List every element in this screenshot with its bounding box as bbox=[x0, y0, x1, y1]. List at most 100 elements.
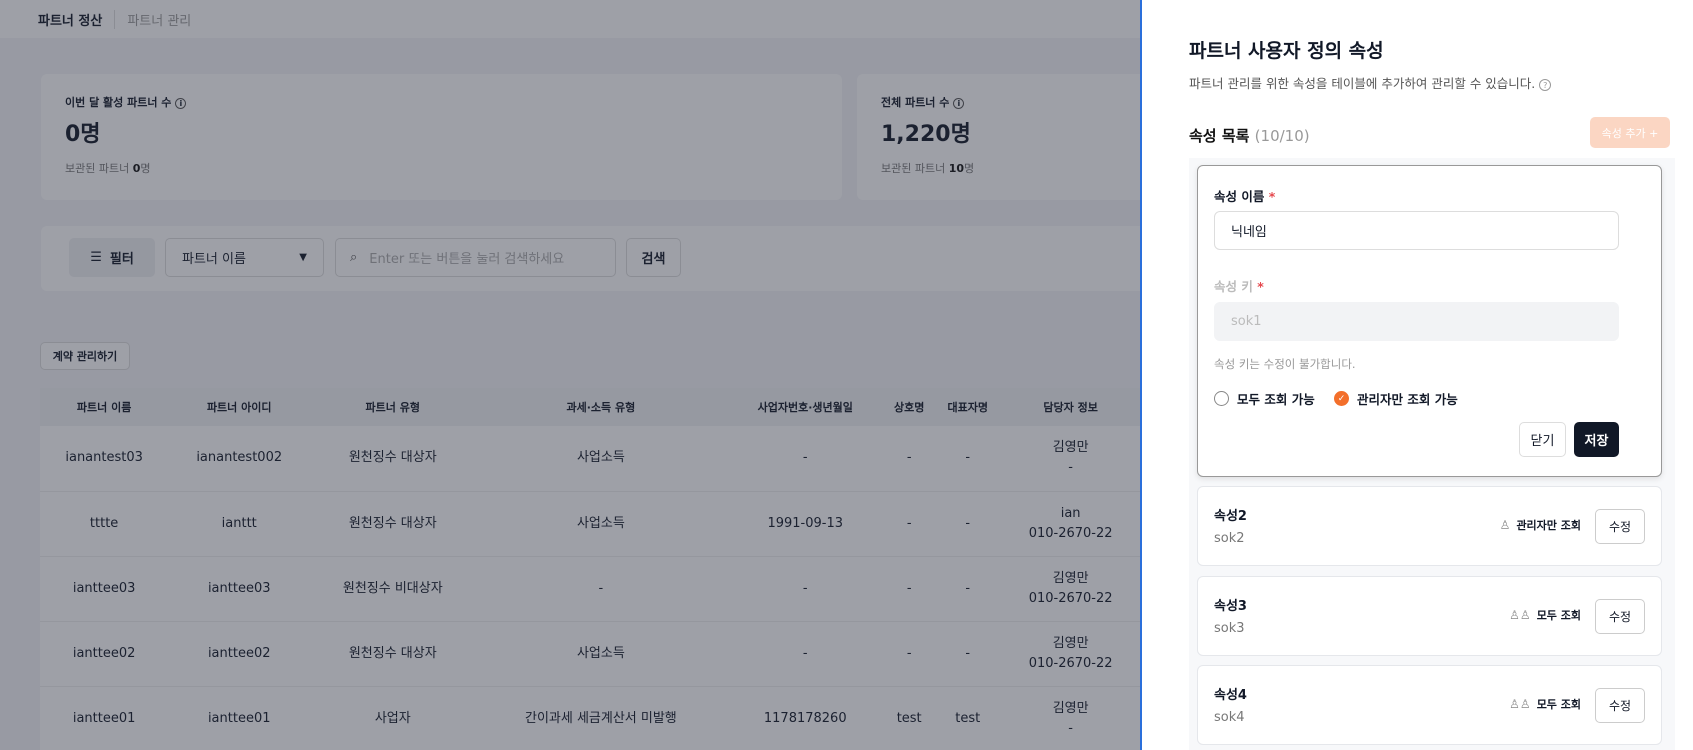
info-icon[interactable]: i bbox=[953, 97, 965, 109]
partner-table: 파트너 이름 파트너 아이디 파트너 유형 과세·소득 유형 사업자번호·생년월일 상호명… bbox=[40, 388, 1140, 750]
contract-manage-button[interactable]: 계약 관리하기 bbox=[40, 342, 130, 370]
attribute-name: 속성3 bbox=[1214, 599, 1247, 614]
column-header: 사업자번호·생년월일 bbox=[726, 388, 885, 426]
search-icon: ⌕ bbox=[350, 250, 358, 265]
table-cell: 원천징수 대상자 bbox=[310, 621, 476, 687]
radio-checked-icon: ✓ bbox=[1334, 391, 1349, 406]
info-icon[interactable]: i bbox=[175, 97, 187, 109]
add-attribute-button[interactable]: 속성 추가 + bbox=[1590, 117, 1670, 148]
visibility-label: ♙ 관리자만 조회 bbox=[1499, 518, 1581, 532]
attribute-item: 속성4 sok4 ♙♙ 모두 조회 수정 bbox=[1197, 665, 1662, 745]
filter-button[interactable]: ☰ 필터 bbox=[69, 238, 155, 277]
attribute-name-input[interactable]: 닉네임 bbox=[1214, 211, 1619, 250]
stat-label: 이번 달 활성 파트너 수 bbox=[65, 96, 172, 109]
table-cell: - bbox=[934, 426, 1002, 492]
caret-down-icon: ▼ bbox=[299, 252, 307, 263]
table-cell: ianttt bbox=[168, 491, 311, 557]
table-cell: 간이과세 세금계산서 미발행 bbox=[475, 686, 727, 750]
table-cell: - bbox=[726, 621, 885, 687]
filter-icon: ☰ bbox=[90, 250, 102, 265]
save-button[interactable]: 저장 bbox=[1574, 422, 1619, 457]
table-cell: - bbox=[884, 621, 935, 687]
table-cell: - bbox=[726, 556, 885, 622]
table-cell: - bbox=[475, 556, 727, 622]
table-cell: 원천징수 대상자 bbox=[310, 491, 476, 557]
close-button[interactable]: 닫기 bbox=[1519, 422, 1566, 457]
stat-archived: 보관된 파트너 10명 bbox=[881, 162, 975, 175]
table-cell: ianttee01 bbox=[40, 686, 169, 750]
search-button[interactable]: 검색 bbox=[626, 238, 681, 277]
table-cell: 사업소득 bbox=[475, 491, 727, 557]
visibility-label: ♙♙ 모두 조회 bbox=[1509, 697, 1581, 711]
table-cell: 사업소득 bbox=[475, 621, 727, 687]
tab-partner-settlement[interactable]: 파트너 정산 bbox=[38, 9, 116, 29]
users-icon: ♙♙ bbox=[1509, 697, 1531, 711]
visibility-label: ♙♙ 모두 조회 bbox=[1509, 608, 1581, 622]
column-header: 파트너 이름 bbox=[40, 388, 169, 426]
table-cell: - bbox=[884, 491, 935, 557]
stat-archived: 보관된 파트너 0명 bbox=[65, 162, 151, 175]
table-cell: 사업자 bbox=[310, 686, 476, 750]
table-cell: 사업소득 bbox=[475, 426, 727, 492]
stat-label: 전체 파트너 수 bbox=[881, 96, 950, 109]
panel-subtitle: 파트너 관리를 위한 속성을 테이블에 추가하여 관리할 수 있습니다.? bbox=[1189, 73, 1552, 92]
modal-overlay[interactable] bbox=[0, 0, 1140, 750]
edit-button[interactable]: 수정 bbox=[1595, 509, 1645, 544]
table-cell: tttte bbox=[40, 491, 169, 557]
table-row[interactable]: tttte ianttt 원천징수 대상자 사업소득 1991-09-13- - ian 01… bbox=[40, 491, 1140, 557]
search-field-select[interactable]: 파트너 이름 ▼ bbox=[165, 238, 324, 277]
table-cell: - bbox=[884, 426, 935, 492]
column-header: 담당자 정보 bbox=[1001, 388, 1140, 426]
table-cell: ianantest002 bbox=[168, 426, 311, 492]
edit-button[interactable]: 수정 bbox=[1595, 688, 1645, 723]
table-row[interactable]: ianttee01 ianttee01 사업자 간이과세 세금계산서 미발행 11781… bbox=[40, 686, 1140, 750]
table-cell: ianttee01 bbox=[168, 686, 311, 750]
table-cell: test bbox=[934, 686, 1002, 750]
contact-cell: 김영만 - bbox=[1001, 426, 1140, 492]
table-row[interactable]: ianttee02 ianttee02 원천징수 대상자 사업소득 - - - 김영만 010-… bbox=[40, 621, 1140, 687]
contact-cell: 김영만 010-2670-22 bbox=[1001, 556, 1140, 622]
table-row[interactable]: ianttee03 ianttee03 원천징수 비대상자 - - - - 김영만 010-26… bbox=[40, 556, 1140, 622]
table-cell: 1178178260 bbox=[726, 686, 885, 750]
radio-circle-icon bbox=[1214, 391, 1229, 406]
table-cell: test bbox=[884, 686, 935, 750]
table-cell: ianttee03 bbox=[40, 556, 169, 622]
contact-cell: 김영만 - bbox=[1001, 686, 1140, 750]
table-row[interactable]: ianantest03 ianantest002 원천징수 대상자 사업소득 - - - 김영… bbox=[40, 426, 1140, 492]
attribute-name: 속성4 bbox=[1214, 688, 1247, 703]
attribute-key: sok2 bbox=[1214, 531, 1245, 546]
table-cell: - bbox=[934, 621, 1002, 687]
panel-title: 파트너 사용자 정의 속성 bbox=[1189, 40, 1384, 62]
table-cell: - bbox=[884, 556, 935, 622]
column-header: 상호명 bbox=[884, 388, 935, 426]
key-help-text: 속성 키는 수정이 불가합니다. bbox=[1214, 357, 1356, 371]
table-cell: - bbox=[726, 426, 885, 492]
contact-cell: ian 010-2670-22 bbox=[1001, 491, 1140, 557]
edit-button[interactable]: 수정 bbox=[1595, 599, 1645, 634]
table-cell: 원천징수 비대상자 bbox=[310, 556, 476, 622]
users-icon: ♙♙ bbox=[1509, 608, 1531, 622]
attribute-edit-form: 속성 이름 * 닉네임 속성 키 * sok1 속성 키는 수정이 불가합니다.… bbox=[1197, 165, 1662, 477]
attribute-item: 속성2 sok2 ♙ 관리자만 조회 수정 bbox=[1197, 486, 1662, 566]
user-icon: ♙ bbox=[1499, 518, 1511, 532]
table-cell: 원천징수 대상자 bbox=[310, 426, 476, 492]
attribute-key: sok4 bbox=[1214, 710, 1245, 725]
stat-value: 1,220명 bbox=[881, 122, 971, 147]
attribute-key: sok3 bbox=[1214, 621, 1245, 636]
search-input[interactable]: ⌕ Enter 또는 버튼을 눌러 검색하세요 bbox=[335, 238, 616, 277]
radio-all-visible[interactable]: 모두 조회 가능 bbox=[1214, 389, 1315, 408]
attribute-list-title: 속성 목록 (10/10) bbox=[1189, 127, 1310, 145]
attribute-name: 속성2 bbox=[1214, 509, 1247, 524]
stat-value: 0명 bbox=[65, 122, 101, 147]
radio-admin-only[interactable]: ✓ 관리자만 조회 가능 bbox=[1334, 389, 1458, 408]
help-icon[interactable]: ? bbox=[1539, 78, 1552, 91]
table-cell: ianttee02 bbox=[40, 621, 169, 687]
attribute-item: 속성3 sok3 ♙♙ 모두 조회 수정 bbox=[1197, 576, 1662, 656]
table-cell: ianttee02 bbox=[168, 621, 311, 687]
table-cell: - bbox=[934, 556, 1002, 622]
contact-cell: 김영만 010-2670-22 bbox=[1001, 621, 1140, 687]
name-label: 속성 이름 * bbox=[1214, 189, 1276, 204]
tab-partner-management[interactable]: 파트너 관리 bbox=[127, 13, 192, 29]
